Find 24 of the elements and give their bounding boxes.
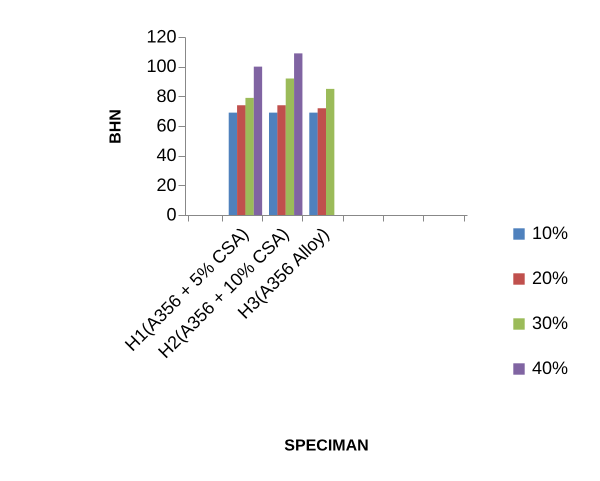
bar: [245, 98, 254, 215]
legend-label: 30%: [532, 313, 568, 333]
y-tick-label: 0: [166, 204, 176, 224]
bar: [237, 105, 246, 215]
bar: [268, 112, 278, 215]
legend-label: 40%: [532, 358, 568, 378]
y-axis-title: BHN: [108, 109, 124, 144]
legend-label: 20%: [532, 268, 568, 288]
legend-label: 10%: [532, 223, 568, 243]
y-tick-label: 100: [146, 56, 176, 76]
bar: [294, 53, 302, 215]
y-tick-label: 60: [156, 116, 176, 136]
bar: [277, 105, 286, 215]
y-tick-label: 40: [156, 145, 176, 166]
bar: [318, 108, 326, 215]
y-tick-label: 120: [146, 26, 176, 46]
bar: [326, 88, 334, 215]
bar: [254, 66, 262, 215]
bar: [228, 112, 238, 215]
y-tick-label: 80: [156, 86, 176, 106]
bar: [309, 112, 318, 215]
x-axis-title: SPECIMAN: [284, 438, 369, 454]
bar: [286, 78, 294, 215]
y-tick-label: 20: [156, 174, 176, 195]
